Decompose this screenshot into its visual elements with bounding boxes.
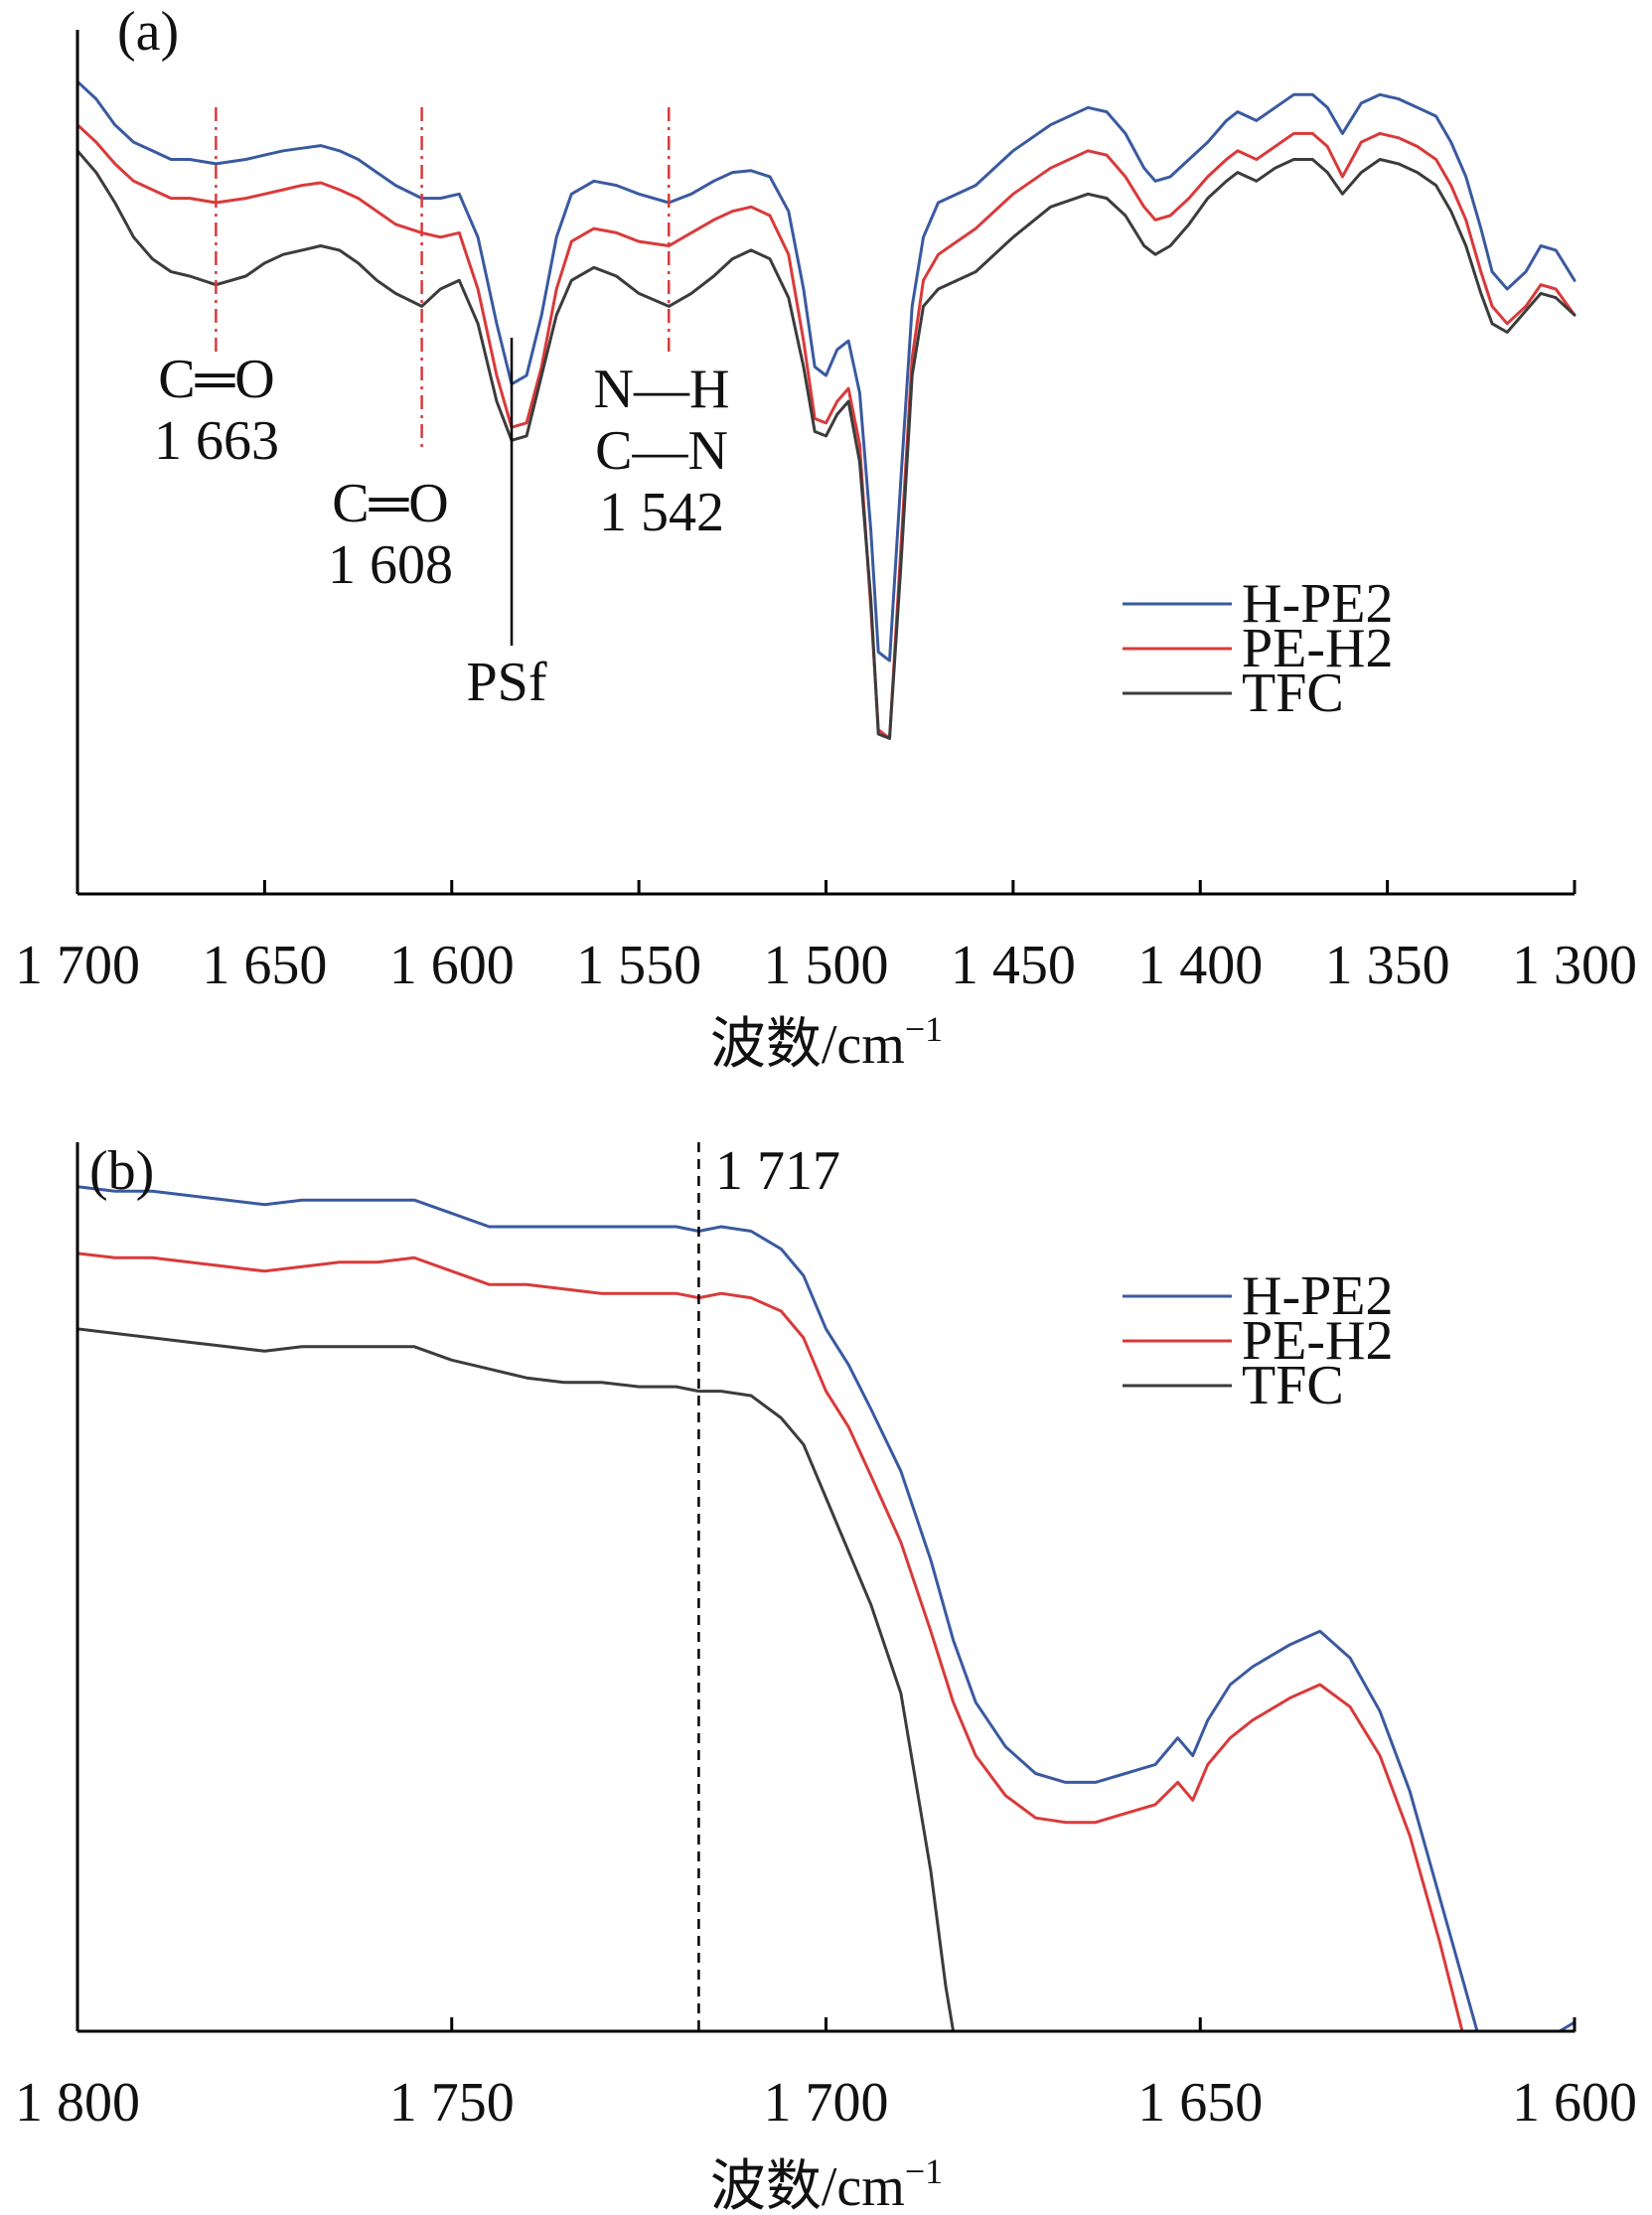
x-tick-label: 1 650 xyxy=(202,935,327,996)
series-line-pe-h2 xyxy=(75,123,1577,740)
panel-a-x-axis-title-text: 波数/cm xyxy=(710,1014,905,1076)
panel-a-plot-area xyxy=(75,79,1577,740)
ref-label-1717: 1 717 xyxy=(715,1140,840,1202)
ref-label-1584: PSf xyxy=(467,652,547,713)
legend-label-h-pe2: H-PE2 xyxy=(1242,1265,1393,1327)
panel-a-label: (a) xyxy=(117,1,179,63)
x-tick-label: 1 600 xyxy=(389,935,515,996)
ref-label-1663: C═O xyxy=(158,349,274,410)
legend-label-tfc: TFC xyxy=(1242,1355,1344,1416)
x-tick-label: 1 550 xyxy=(576,935,701,996)
series-line-h-pe2 xyxy=(75,1185,1577,2033)
series-line-pe-h2 xyxy=(75,1252,1577,2033)
ref-label-1663: 1 663 xyxy=(154,410,279,472)
ref-label-1608: C═O xyxy=(332,473,448,534)
panel-b-label: (b) xyxy=(89,1140,154,1202)
x-tick-label: 1 500 xyxy=(764,935,889,996)
x-tick-label: 1 350 xyxy=(1325,935,1450,996)
series-line-tfc xyxy=(75,149,1577,740)
x-tick-label: 1 300 xyxy=(1512,935,1637,996)
ref-label-1542: 1 542 xyxy=(599,482,724,543)
x-tick-label: 1 400 xyxy=(1137,935,1263,996)
panel-b-reference-lines: 1 717 xyxy=(697,1140,840,2031)
x-tick-label: 1 700 xyxy=(764,2072,889,2134)
legend-label-h-pe2: H-PE2 xyxy=(1242,573,1393,635)
x-tick-label: 1 800 xyxy=(15,2072,140,2134)
ref-label-1542: N—H xyxy=(594,359,730,420)
legend-label-pe-h2: PE-H2 xyxy=(1242,618,1393,679)
panel-a-x-ticks: 1 700 1 650 1 600 1 550 1 500 1 450 1 400 1 350… xyxy=(15,880,1637,996)
panel-b: (b) 1 800 1 750 1 700 1 650 1 600 波数/cm−1 1 … xyxy=(15,1140,1637,2215)
panel-b-x-ticks: 1 800 1 750 1 700 1 650 1 600 xyxy=(15,2017,1637,2134)
x-tick-label: 1 750 xyxy=(389,2072,515,2134)
legend-label-tfc: TFC xyxy=(1242,663,1344,724)
panel-b-x-axis-title-text: 波数/cm xyxy=(710,2156,905,2215)
legend-label-pe-h2: PE-H2 xyxy=(1242,1310,1393,1372)
panel-a: (a) 1 700 1 650 1 600 1 550 1 500 1 450 1 400 1… xyxy=(15,1,1637,1076)
ref-label-1542: C—N xyxy=(595,420,728,482)
x-tick-label: 1 700 xyxy=(15,935,140,996)
x-tick-label: 1 600 xyxy=(1512,2072,1637,2134)
panel-b-x-axis-title: 波数/cm−1 xyxy=(710,2151,943,2215)
ref-label-1608: 1 608 xyxy=(328,534,453,596)
series-line-h-pe2 xyxy=(75,79,1577,663)
series-line-tfc xyxy=(75,1327,956,2033)
x-tick-label: 1 450 xyxy=(951,935,1076,996)
panel-a-x-axis-title-sup: −1 xyxy=(905,1009,943,1049)
panel-a-x-axis-title: 波数/cm−1 xyxy=(710,1009,943,1076)
x-tick-label: 1 650 xyxy=(1137,2072,1263,2134)
panel-b-x-axis-title-sup: −1 xyxy=(905,2151,943,2191)
panel-b-plot-area xyxy=(75,1185,1577,2033)
